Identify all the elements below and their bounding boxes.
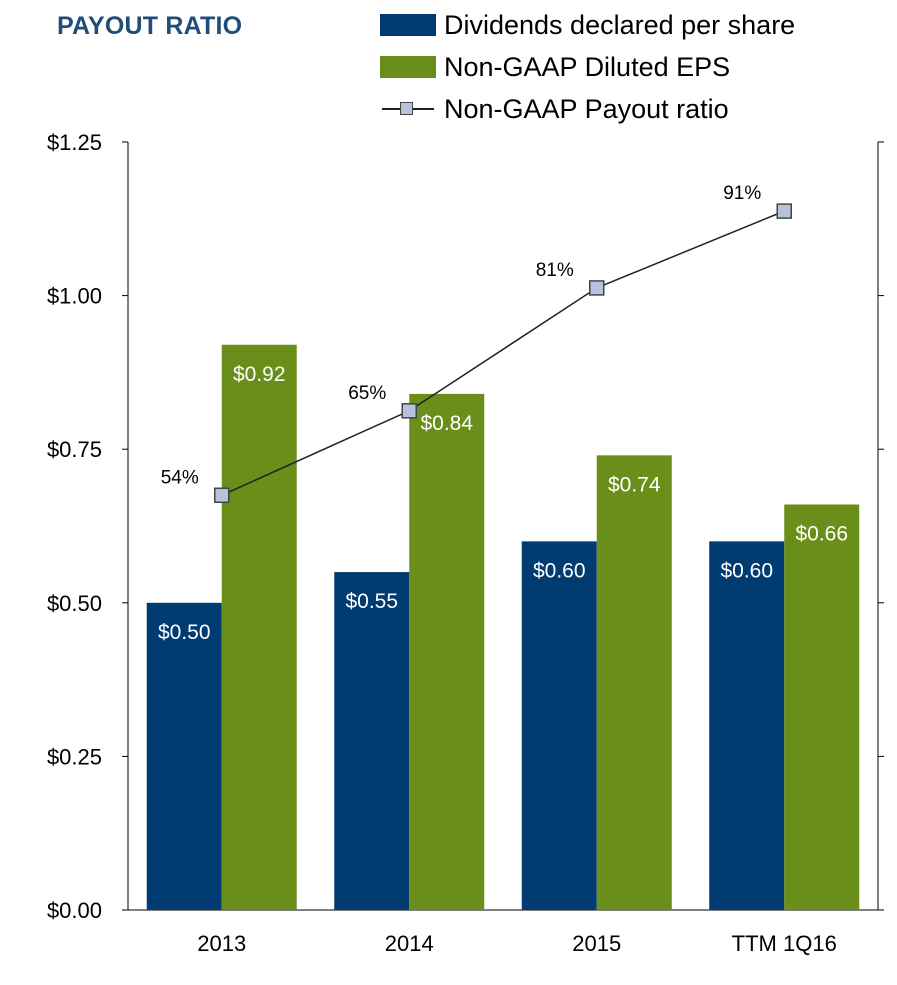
payout-ratio-marker [589, 280, 605, 296]
dividend-value-label: $0.60 [533, 559, 586, 582]
dividend-value-label: $0.50 [158, 621, 211, 644]
chart-title: PAYOUT RATIO [57, 12, 243, 40]
dividend-bar [146, 602, 222, 910]
x-tick-label: 2015 [572, 931, 621, 956]
legend-item-dividends: Dividends declared per share [380, 4, 795, 46]
eps-bar [784, 504, 860, 910]
legend-swatch-dividends [380, 14, 436, 36]
payout-ratio-label: 91% [723, 183, 761, 204]
dividend-value-label: $0.55 [345, 590, 398, 613]
eps-bar [221, 344, 297, 910]
payout-ratio-label: 54% [161, 467, 199, 488]
y-tick-label: $0.25 [47, 744, 102, 769]
eps-value-label: $0.84 [420, 412, 473, 435]
dividend-bar [709, 541, 785, 910]
dividend-value-label: $0.60 [720, 559, 773, 582]
payout-ratio-line [221, 210, 785, 496]
payout-ratio-label: 81% [536, 260, 574, 281]
y-tick-label: $0.50 [47, 591, 102, 616]
legend-item-eps: Non-GAAP Diluted EPS [380, 46, 795, 88]
legend-swatch-payout-ratio [380, 98, 436, 120]
payout-ratio-marker [401, 403, 417, 419]
dividend-bar [334, 572, 410, 910]
legend-item-payout-ratio: Non-GAAP Payout ratio [380, 88, 795, 130]
x-tick-label: 2013 [197, 931, 246, 956]
y-tick-label: $0.00 [47, 898, 102, 923]
legend-label-payout-ratio: Non-GAAP Payout ratio [444, 93, 729, 124]
legend-swatch-eps [380, 56, 436, 78]
y-tick-label: $1.00 [47, 284, 102, 309]
eps-bar [596, 455, 672, 910]
eps-value-label: $0.74 [608, 473, 661, 496]
y-tick-label: $1.25 [47, 130, 102, 155]
x-tick-label: TTM 1Q16 [732, 931, 837, 956]
x-tick-label: 2014 [385, 931, 434, 956]
payout-ratio-marker [214, 487, 230, 504]
y-tick-label: $0.75 [47, 437, 102, 462]
legend-label-eps: Non-GAAP Diluted EPS [444, 51, 731, 82]
eps-bar [409, 393, 485, 910]
legend-label-dividends: Dividends declared per share [444, 9, 796, 40]
eps-value-label: $0.66 [795, 522, 848, 545]
payout-ratio-label: 65% [348, 383, 386, 404]
dividend-bar [521, 541, 597, 910]
payout-ratio-marker [776, 203, 792, 219]
eps-value-label: $0.92 [233, 363, 286, 386]
legend: Dividends declared per share Non-GAAP Di… [380, 4, 795, 130]
